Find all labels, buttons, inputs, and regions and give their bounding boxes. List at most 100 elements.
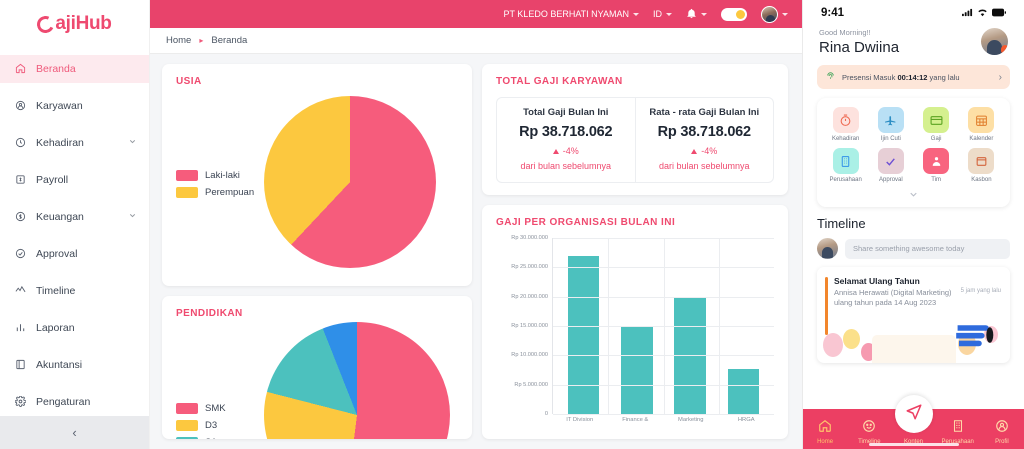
sidebar-label: Laporan: [36, 321, 75, 334]
avatar[interactable]: [981, 28, 1008, 55]
user-menu[interactable]: [761, 5, 788, 23]
building-icon: [832, 148, 859, 174]
bar-column[interactable]: [722, 238, 765, 414]
top-header-bar: PT KLEDO BERHATI NYAMAN ID: [150, 0, 802, 28]
post-timestamp: 5 jam yang lalu: [960, 288, 1001, 294]
bottom-nav-home[interactable]: Home: [803, 419, 847, 445]
sidebar-item-payroll[interactable]: Payroll: [0, 166, 149, 194]
quick-menu-label: Kasbon: [971, 177, 992, 183]
check-icon: [877, 148, 904, 174]
bar[interactable]: [727, 369, 760, 414]
compose-button[interactable]: [894, 395, 933, 433]
breadcrumb-home[interactable]: Home: [166, 35, 192, 46]
pie-chart-usia[interactable]: [264, 96, 436, 268]
bottom-nav-timeline[interactable]: Timeline: [847, 419, 891, 445]
sidebar-item-karyawan[interactable]: Karyawan: [0, 92, 149, 120]
chevron-left-icon: ‹: [72, 424, 77, 440]
sidebar-collapse-button[interactable]: ‹: [0, 415, 149, 449]
sidebar-label: Keuangan: [36, 210, 84, 223]
phone-status-bar: 9:41: [803, 0, 1024, 26]
quick-menu-item-approval[interactable]: Approval: [868, 148, 913, 183]
bottom-nav-perusahaan[interactable]: Perusahaan: [936, 419, 980, 445]
chevron-down-icon[interactable]: [128, 211, 137, 223]
share-input[interactable]: Share something awesome today: [845, 238, 1010, 259]
bottom-nav-label: Home: [817, 439, 834, 445]
bell-icon: [686, 8, 697, 21]
card-title-pendidikan: PENDIDIKAN: [176, 308, 243, 319]
timeline-post[interactable]: Selamat Ulang Tahun Annisa Herawati (Dig…: [817, 267, 1010, 363]
smile-icon: [862, 419, 876, 438]
quick-menu-label: Approval: [879, 177, 903, 183]
app-logo[interactable]: ajiHub: [0, 0, 149, 49]
card-total-gaji: TOTAL GAJI KARYAWAN Total Gaji Bulan Ini…: [482, 64, 788, 195]
send-icon: [905, 403, 923, 426]
stat-delta-value: -4%: [701, 146, 718, 156]
sidebar-item-keuangan[interactable]: Keuangan: [0, 203, 149, 231]
quick-menu-label: Ijin Cuti: [880, 136, 901, 142]
coin-icon: [12, 211, 28, 222]
money-icon: [12, 174, 28, 185]
post-image: [817, 305, 1010, 363]
phone-greeting: Good Morning!! Rina Dwiina: [803, 26, 1024, 56]
quick-menu-item-tim[interactable]: Tim: [914, 148, 959, 183]
stat-delta: -4%: [640, 146, 770, 156]
status-time: 9:41: [821, 7, 845, 19]
quick-menu-item-perusahaan[interactable]: Perusahaan: [823, 148, 868, 183]
calendar-icon: [968, 107, 995, 133]
greeting-name: Rina Dwiina: [819, 39, 900, 56]
stat-total-gaji: Total Gaji Bulan Ini Rp 38.718.062 -4% d…: [497, 98, 635, 182]
brand-mark-decor: [956, 325, 994, 347]
sidebar-label: Approval: [36, 247, 78, 260]
sidebar-item-approval[interactable]: Approval: [0, 240, 149, 268]
sidebar-item-laporan[interactable]: Laporan: [0, 314, 149, 342]
company-name: PT KLEDO BERHATI NYAMAN: [503, 9, 629, 19]
quick-menu-label: Kehadiran: [831, 136, 860, 142]
language-selector[interactable]: ID: [653, 9, 672, 19]
bar[interactable]: [567, 256, 600, 414]
y-axis: Rp 30.000.000 Rp 25.000.000 Rp 20.000.000 R…: [496, 235, 552, 417]
bar-column[interactable]: [562, 238, 605, 414]
check-circle-icon: [12, 248, 28, 259]
left-column: USIA Laki-laki Perempuan: [162, 64, 472, 439]
bar-chart[interactable]: Rp 30.000.000 Rp 25.000.000 Rp 20.000.000 R…: [496, 235, 774, 417]
sidebar-item-pengaturan[interactable]: Pengaturan: [0, 388, 149, 416]
quick-menu-item-ijin-cuti[interactable]: Ijin Cuti: [868, 107, 913, 142]
y-axis-tick: 0: [544, 411, 548, 417]
quick-menu-item-kalender[interactable]: Kalender: [959, 107, 1004, 142]
quick-menu-item-gaji[interactable]: Gaji: [914, 107, 959, 142]
quick-menu-label: Perusahaan: [829, 177, 862, 183]
avatar: [761, 5, 778, 23]
legend-swatch: [176, 187, 198, 198]
sidebar-item-kehadiran[interactable]: Kehadiran: [0, 129, 149, 157]
quick-menu-grid: Kehadiran Ijin Cuti Gaji Kalender Perusahaan…: [823, 107, 1004, 189]
wifi-icon: [977, 4, 988, 22]
quick-menu-item-kasbon[interactable]: Kasbon: [959, 148, 1004, 183]
sidebar-item-akuntansi[interactable]: Akuntansi: [0, 351, 149, 379]
legend-item: Perempuan: [176, 187, 268, 198]
quick-menu-item-kehadiran[interactable]: Kehadiran: [823, 107, 868, 142]
stopwatch-icon: [832, 107, 859, 133]
sidebar-item-beranda[interactable]: Beranda: [0, 54, 149, 83]
grid-line: [663, 238, 665, 414]
chevron-down-icon[interactable]: [823, 189, 1004, 205]
legend-label: Perempuan: [205, 187, 255, 198]
y-axis-tick: Rp 25.000.000: [511, 264, 548, 271]
bar[interactable]: [621, 326, 653, 414]
bottom-nav-konten[interactable]: Konten: [891, 421, 935, 445]
sidebar-item-timeline[interactable]: Timeline: [0, 277, 149, 305]
theme-toggle[interactable]: [721, 7, 747, 21]
language-label: ID: [653, 9, 662, 19]
presensi-banner[interactable]: Presensi Masuk 00:14:12 yang lalu ›: [817, 65, 1010, 89]
pie-chart-pendidikan[interactable]: [264, 322, 450, 439]
bottom-nav-profil[interactable]: Profil: [980, 419, 1024, 445]
company-selector[interactable]: PT KLEDO BERHATI NYAMAN: [503, 9, 639, 19]
legend-label: SMK: [205, 403, 226, 414]
dashboard-content: USIA Laki-laki Perempuan: [150, 54, 802, 449]
notifications-button[interactable]: [686, 8, 707, 21]
bar-column[interactable]: [616, 238, 659, 414]
chevron-down-icon[interactable]: [128, 137, 137, 149]
card-title-gaji-organisasi: GAJI PER ORGANISASI BULAN INI: [496, 217, 676, 228]
quick-menu-label: Kalender: [969, 136, 994, 142]
stat-value: Rp 38.718.062: [519, 124, 613, 140]
battery-icon: [992, 4, 1006, 22]
